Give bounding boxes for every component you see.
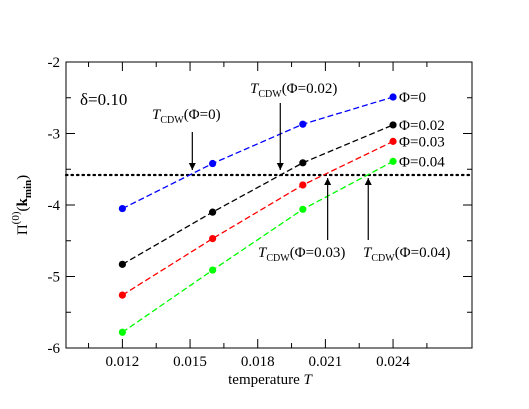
- annotation-subscript: CDW: [371, 253, 395, 264]
- y-label-main: Π: [15, 224, 31, 235]
- data-point: [209, 159, 217, 168]
- y-tick-label: -5: [48, 270, 61, 286]
- y-tick-label: -3: [48, 127, 61, 143]
- data-point: [299, 181, 307, 189]
- annotation-text: (Φ=0.03): [290, 245, 346, 261]
- x-axis-label-text: temperature: [228, 372, 300, 388]
- annotation-label: TCDW(Φ=0): [152, 107, 221, 126]
- annotation-text: (Φ=0): [184, 107, 221, 123]
- y-axis-label: Π(0)(kmin): [10, 175, 34, 235]
- data-point: [118, 291, 126, 299]
- x-tick-label: 0.018: [241, 354, 275, 370]
- legend-entry: Φ=0.03: [399, 134, 445, 150]
- annotation-prefix: T: [152, 107, 162, 123]
- annotation-label: TCDW(Φ=0.02): [250, 81, 337, 100]
- y-tick-label: -2: [48, 55, 61, 71]
- series-line: [122, 124, 394, 265]
- data-point: [299, 120, 307, 128]
- annotation-arrow-head: [276, 163, 284, 170]
- x-axis-label-var: T: [304, 372, 314, 388]
- annotation-arrow-head: [188, 163, 196, 170]
- x-tick-label: 0.024: [376, 354, 410, 370]
- annotation-subscript: CDW: [258, 89, 282, 100]
- annotation-arrow-head: [324, 178, 332, 185]
- data-point: [118, 328, 126, 336]
- y-tick-label: -6: [48, 341, 61, 357]
- legend-entry: Φ=0: [399, 90, 426, 106]
- annotation-prefix: T: [250, 81, 260, 97]
- x-axis-label: temperature T: [228, 372, 313, 388]
- data-point: [209, 208, 217, 216]
- annotations: TCDW(Φ=0)TCDW(Φ=0.02)TCDW(Φ=0.03) TCDW(Φ=…: [152, 81, 450, 264]
- axis-ticks: 0.012 0.015 0.018 0.021 0.024 -6 -5 -4 -3 -2: [48, 55, 472, 370]
- y-label-arg: k: [15, 198, 31, 207]
- annotation-prefix: T: [258, 245, 268, 261]
- series-line: [122, 96, 394, 210]
- legend-entry: Φ=0.04: [399, 154, 445, 170]
- y-label-sup: (0): [10, 211, 22, 224]
- annotation-subscript: CDW: [266, 253, 290, 264]
- data-point: [389, 157, 397, 165]
- annotation-text: (Φ=0.02): [282, 81, 338, 97]
- series-line: [122, 160, 394, 333]
- series-group: [118, 93, 397, 336]
- series-line: [122, 140, 394, 296]
- legend-entry: Φ=0.02: [399, 118, 445, 134]
- annotation-subscript: CDW: [160, 115, 184, 126]
- legend: Φ=0 Φ=0.02Φ=0.03 Φ=0.04: [399, 90, 445, 170]
- y-label-arg-sub: min: [22, 180, 34, 198]
- y-tick-label: -4: [48, 198, 61, 214]
- parameter-label: δ=0.10: [80, 90, 127, 109]
- y-label-open: (: [15, 207, 31, 212]
- x-tick-label: 0.021: [309, 354, 343, 370]
- data-point: [299, 205, 307, 213]
- annotation-prefix: T: [363, 245, 373, 261]
- data-point: [389, 93, 397, 101]
- y-label-close: ): [15, 175, 31, 180]
- x-tick-label: 0.012: [106, 354, 140, 370]
- x-tick-label: 0.015: [173, 354, 207, 370]
- data-point: [209, 266, 217, 274]
- annotation-arrow-head: [364, 178, 372, 185]
- data-point: [118, 260, 126, 268]
- annotation-text: (Φ=0.04): [395, 245, 451, 261]
- data-point: [118, 204, 126, 213]
- data-point: [209, 235, 217, 243]
- annotation-label: TCDW(Φ=0.04): [363, 245, 450, 264]
- data-point: [389, 137, 397, 145]
- data-point: [299, 159, 307, 167]
- data-point: [389, 121, 397, 129]
- annotation-label: TCDW(Φ=0.03): [258, 245, 345, 264]
